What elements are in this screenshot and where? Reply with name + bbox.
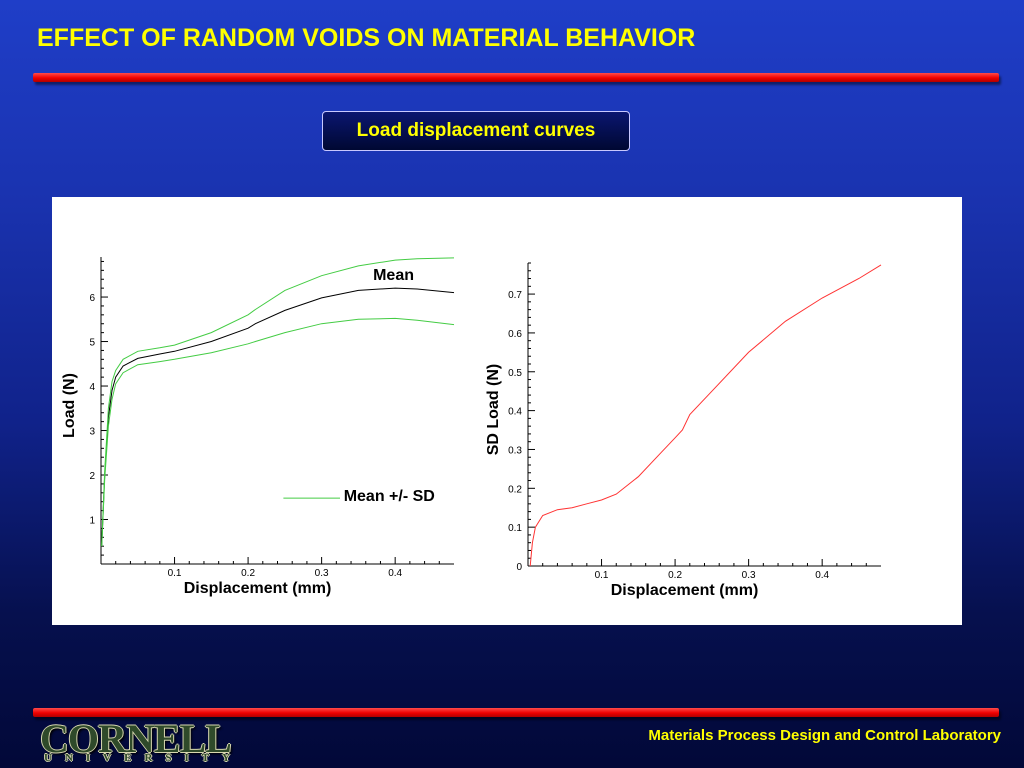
- left-y-tick-label: 4: [89, 382, 95, 393]
- slide-title: EFFECT OF RANDOM VOIDS ON MATERIAL BEHAV…: [37, 24, 696, 52]
- right-y-tick-label: 0.2: [508, 484, 522, 495]
- left-x-axis-title: Displacement (mm): [184, 580, 332, 597]
- right-x-tick-label: 0.1: [595, 570, 609, 581]
- chart-panel: 0.1 0.2 0.3 0.4 1 2 3 4 5 6 Displacement (mm) Load …: [52, 197, 962, 625]
- cornell-logo: CORNELL: [40, 716, 232, 761]
- right-y-tick-label: 0.6: [508, 329, 522, 340]
- right-y-tick-label: 0.3: [508, 445, 522, 456]
- left-y-tick-label: 2: [89, 471, 95, 482]
- footer-lab-name: Materials Process Design and Control Lab…: [648, 727, 1001, 744]
- left-series-line-0: [101, 287, 455, 547]
- left-x-tick-label: 0.1: [168, 568, 182, 579]
- left-y-tick-label: 5: [89, 338, 95, 349]
- footer-divider-bar: [33, 708, 999, 717]
- right-x-tick-label: 0.3: [742, 570, 756, 581]
- left-x-tick-label: 0.4: [388, 568, 402, 579]
- right-series-line-0: [529, 264, 882, 567]
- right-y-tick-label: 0.5: [508, 368, 522, 379]
- left-y-tick-label: 1: [89, 516, 95, 527]
- title-divider-bar: [33, 73, 999, 82]
- right-y-tick-label: 0.7: [508, 290, 522, 301]
- left-y-axis-title: Load (N): [61, 373, 78, 438]
- right-x-tick-label: 0.4: [815, 570, 829, 581]
- right-y-tick-label: 0.1: [508, 523, 522, 534]
- left-y-tick-label: 6: [89, 293, 95, 304]
- annotation-mean: Mean: [373, 267, 414, 284]
- subtitle-box: Load displacement curves: [322, 111, 630, 151]
- right-y-tick-label: 0: [516, 562, 522, 573]
- left-x-tick-label: 0.2: [241, 568, 255, 579]
- left-y-tick-label: 3: [89, 427, 95, 438]
- right-x-axis-title: Displacement (mm): [611, 582, 759, 599]
- subtitle-text: Load displacement curves: [356, 120, 596, 141]
- cornell-logo-sub: UNIVERSITY: [44, 752, 239, 764]
- right-x-tick-label: 0.2: [668, 570, 682, 581]
- annotation-mean-sd: Mean +/- SD: [344, 488, 435, 505]
- charts-svg: 0.1 0.2 0.3 0.4 1 2 3 4 5 6 Displacement (mm) Load …: [61, 257, 882, 599]
- right-y-axis-title: SD Load (N): [485, 364, 502, 456]
- left-x-tick-label: 0.3: [315, 568, 329, 579]
- left-series-line-2: [101, 317, 455, 547]
- left-series-line-1: [101, 257, 455, 547]
- right-y-tick-label: 0.4: [508, 407, 522, 418]
